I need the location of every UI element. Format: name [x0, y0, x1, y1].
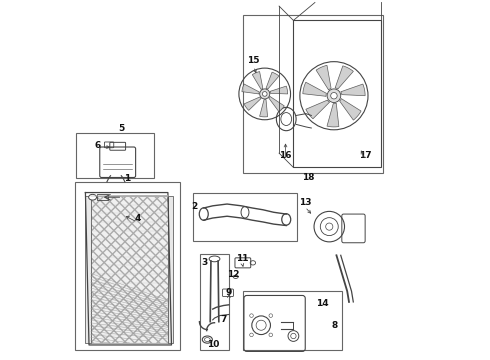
- Text: 12: 12: [226, 270, 239, 279]
- Ellipse shape: [327, 89, 341, 103]
- Polygon shape: [244, 97, 261, 111]
- Polygon shape: [242, 84, 259, 94]
- Polygon shape: [269, 96, 284, 112]
- Polygon shape: [335, 66, 353, 89]
- Bar: [76, 134, 153, 178]
- Bar: [243, 15, 383, 173]
- Bar: [294, 21, 381, 167]
- Bar: [97, 194, 108, 200]
- Text: 13: 13: [298, 198, 311, 207]
- Polygon shape: [340, 99, 361, 120]
- Text: 15: 15: [247, 57, 260, 66]
- Text: 16: 16: [279, 151, 292, 160]
- Text: 6: 6: [95, 141, 101, 150]
- Text: 7: 7: [220, 315, 227, 324]
- Bar: [243, 291, 342, 350]
- Text: 2: 2: [191, 202, 197, 211]
- Polygon shape: [252, 72, 263, 90]
- Bar: [91, 196, 168, 343]
- Bar: [91, 196, 168, 343]
- Bar: [200, 253, 229, 350]
- Text: 14: 14: [317, 298, 329, 307]
- Text: 9: 9: [226, 288, 232, 297]
- Bar: [91, 196, 168, 343]
- Bar: [168, 196, 172, 343]
- Bar: [85, 196, 91, 343]
- Polygon shape: [260, 99, 268, 117]
- Text: 4: 4: [134, 214, 141, 223]
- Text: 18: 18: [302, 173, 315, 182]
- Text: 1: 1: [123, 174, 130, 183]
- Polygon shape: [316, 65, 331, 90]
- Ellipse shape: [260, 89, 270, 99]
- Polygon shape: [270, 86, 288, 94]
- Polygon shape: [266, 72, 279, 89]
- Polygon shape: [341, 84, 365, 96]
- Text: 11: 11: [236, 255, 248, 264]
- Text: 8: 8: [332, 321, 338, 330]
- Ellipse shape: [89, 194, 97, 200]
- Bar: [193, 193, 297, 241]
- Ellipse shape: [262, 91, 267, 96]
- Polygon shape: [306, 100, 329, 119]
- Ellipse shape: [331, 93, 337, 99]
- Text: 5: 5: [118, 123, 124, 132]
- Polygon shape: [303, 82, 326, 96]
- Bar: [74, 182, 180, 350]
- Polygon shape: [327, 103, 339, 127]
- Text: 10: 10: [207, 340, 219, 349]
- Ellipse shape: [233, 275, 238, 278]
- Text: 17: 17: [359, 152, 372, 161]
- Text: 3: 3: [201, 258, 208, 267]
